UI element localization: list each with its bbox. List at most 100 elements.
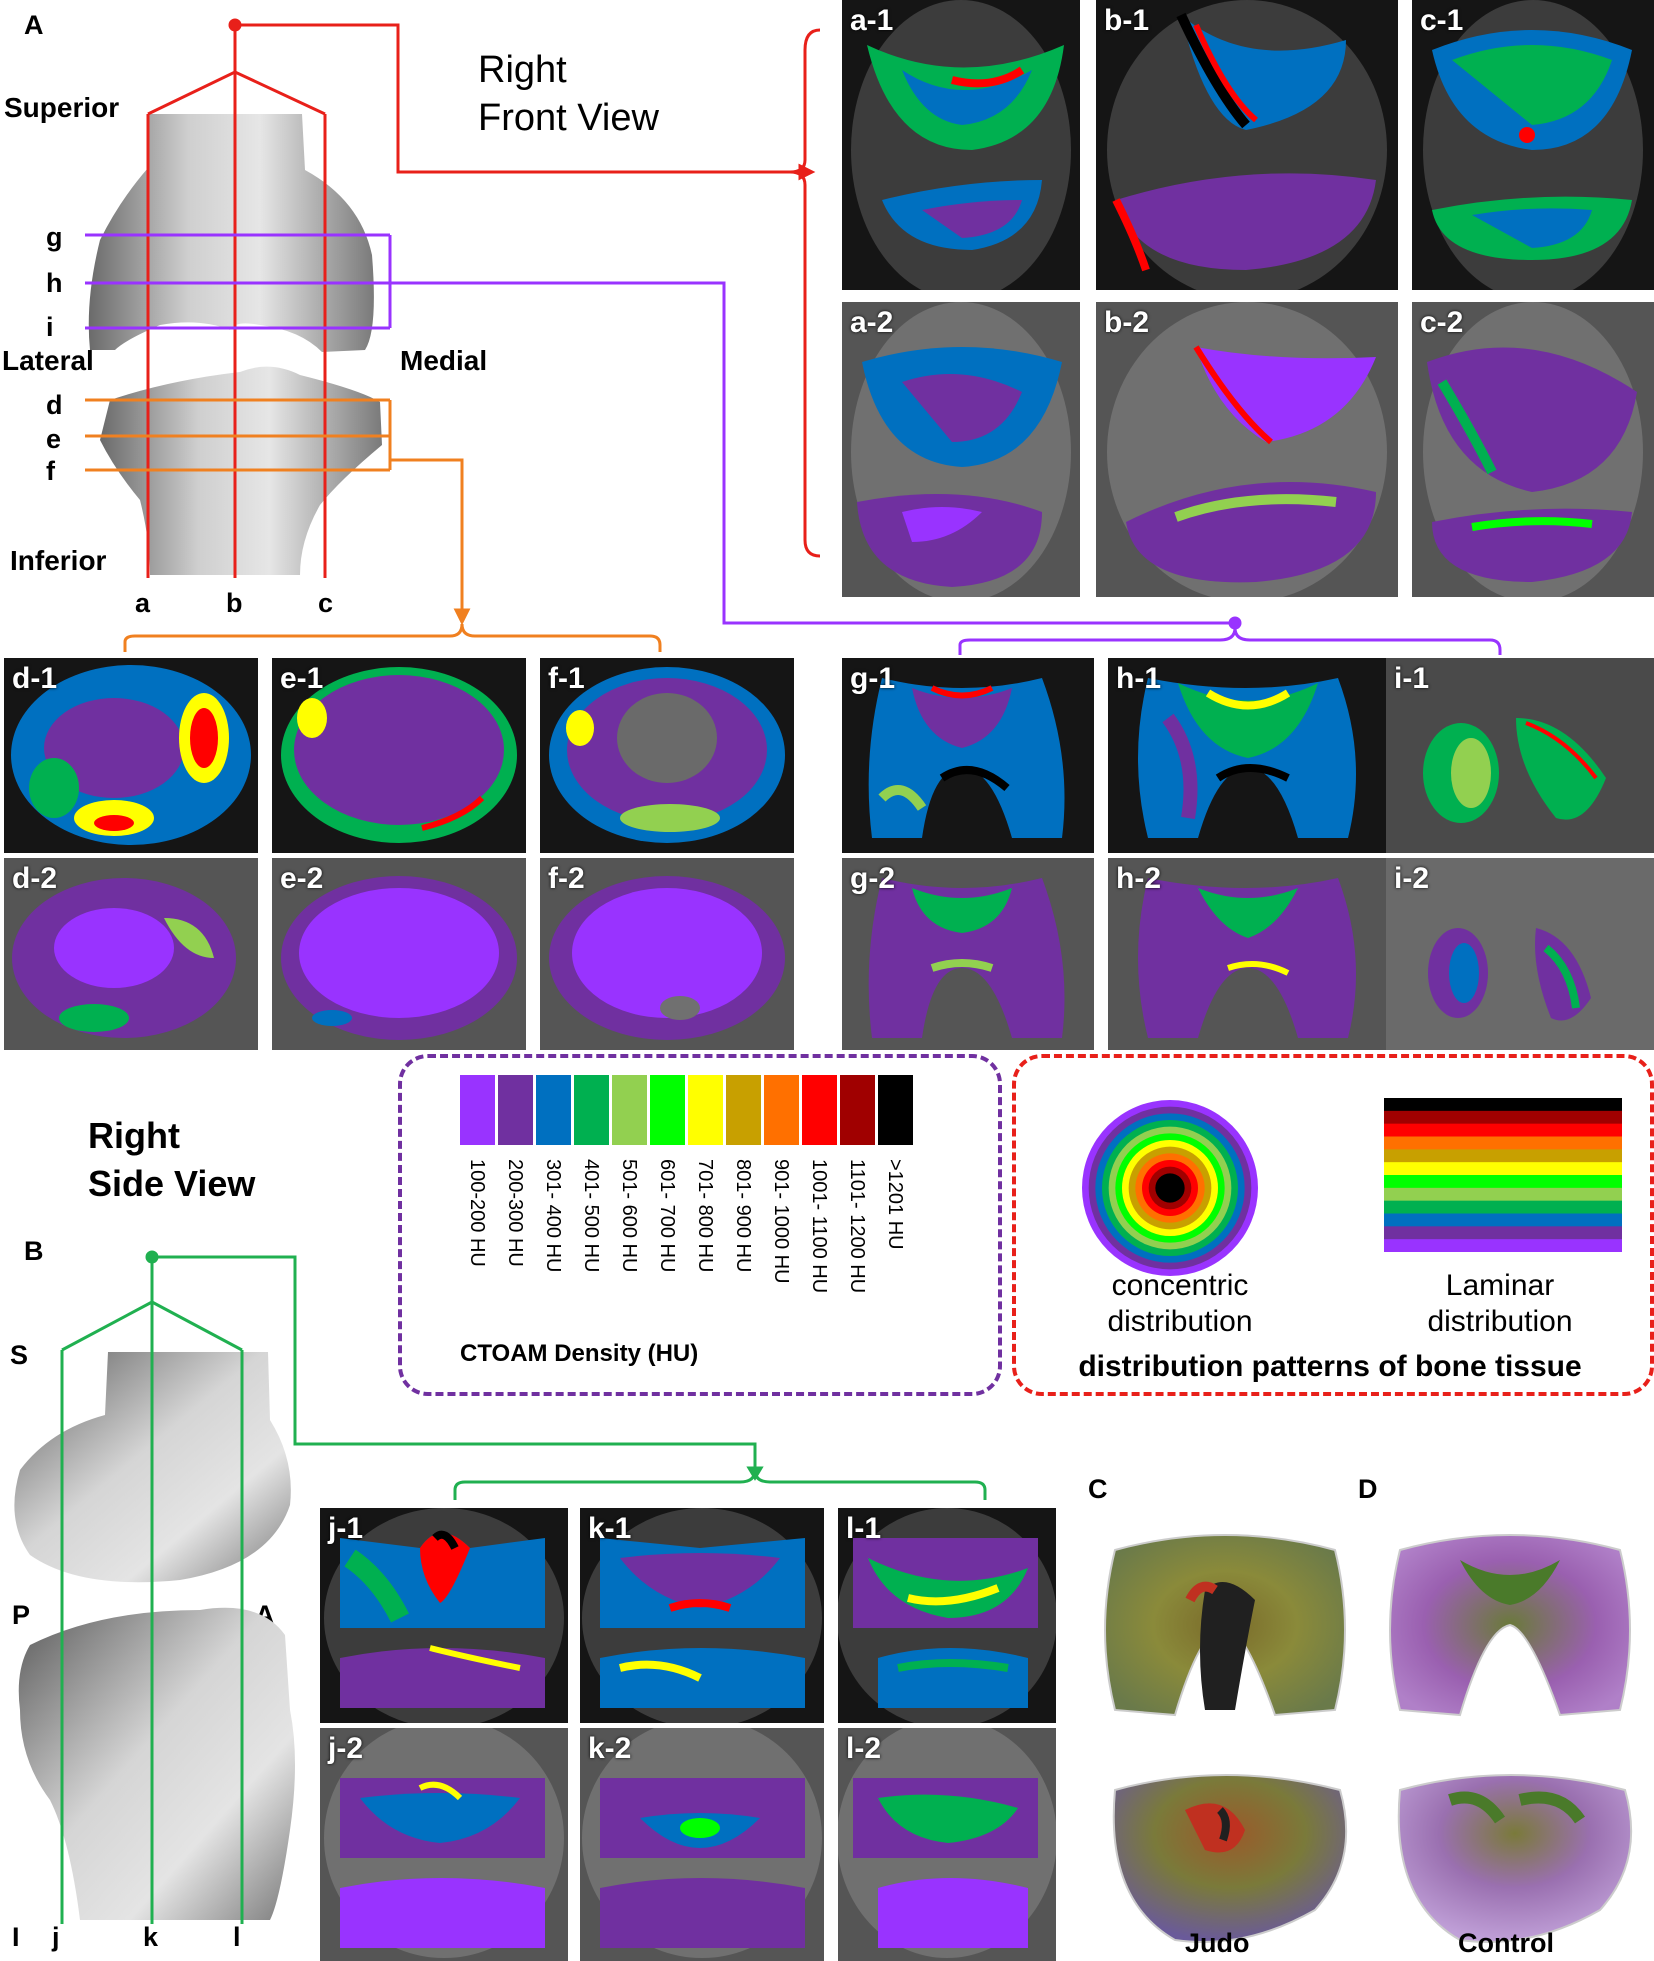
row-label-e: e [46, 424, 62, 454]
panel-label: h-1 [1116, 662, 1161, 695]
ct-panel-d2: d-2 [4, 858, 258, 1050]
ct-panel-f2: f-2 [540, 858, 794, 1050]
ct-panel-g2: g-2 [842, 858, 1094, 1050]
panel-label: g-1 [850, 662, 895, 695]
ct-panel-j2: j-2 [320, 1728, 568, 1961]
judo-3d-femur-rendering [1104, 1534, 1346, 1717]
ct-panel-c2: c-2 [1412, 302, 1654, 597]
laminar-stripe [1384, 1136, 1622, 1150]
ct-panel-i2: i-2 [1386, 858, 1654, 1050]
legend-swatch [878, 1075, 913, 1145]
label-s: S [10, 1340, 29, 1370]
panel-label: e-1 [280, 662, 324, 695]
label-superior: Superior [4, 92, 120, 123]
laminar-stripe [1384, 1175, 1622, 1189]
row-label-f: f [46, 456, 55, 486]
row-label-h: h [46, 268, 63, 298]
legend-swatch [498, 1075, 533, 1145]
panel-label: k-2 [588, 1732, 632, 1765]
row-label-d: d [46, 390, 63, 420]
ct-panel-a2: a-2 [842, 302, 1080, 597]
laminar-stripe [1384, 1098, 1622, 1112]
ct-panel-k2: k-2 [580, 1728, 824, 1961]
col-label-a: a [135, 588, 151, 618]
panel-label: d-2 [12, 862, 57, 895]
ct-panel-l1: l-1 [838, 1508, 1056, 1723]
control-3d-femur-rendering [1389, 1534, 1631, 1717]
ct-panel-f1: f-1 [540, 658, 794, 853]
ct-panel-g1: g-1 [842, 658, 1094, 853]
density-legend-title: CTOAM Density (HU) [460, 1340, 699, 1367]
col-label-c: c [318, 588, 334, 618]
legend-swatch [612, 1075, 647, 1145]
col-label-l: l [233, 1922, 241, 1952]
panel-c-letter: C [1088, 1474, 1108, 1504]
label-i: I [12, 1922, 20, 1952]
concentric-distribution-label: concentric distribution [1107, 1269, 1253, 1338]
distribution-patterns-title: distribution patterns of bone tissue [1078, 1350, 1582, 1383]
ct-panel-d1: d-1 [4, 658, 258, 853]
legend-swatch [650, 1075, 685, 1145]
judo-3d-tibia-rendering [1112, 1774, 1348, 1943]
laminar-stripe [1384, 1162, 1622, 1176]
ct-panel-b2: b-2 [1096, 302, 1398, 597]
panel-label: c-1 [1420, 4, 1464, 37]
ct-panel-l2: l-2 [838, 1728, 1056, 1961]
panel-label: g-2 [850, 862, 895, 895]
panel-label: l-1 [846, 1512, 882, 1545]
ct-panel-e2: e-2 [272, 858, 526, 1050]
legend-swatch [764, 1075, 799, 1145]
legend-swatch [726, 1075, 761, 1145]
front-view-title: Right Front View [478, 49, 659, 139]
control-3d-tibia-rendering [1397, 1774, 1633, 1943]
ct-panel-h1: h-1 [1108, 658, 1386, 853]
legend-swatch [574, 1075, 609, 1145]
laminar-stripe [1384, 1213, 1622, 1227]
panel-label: i-1 [1394, 662, 1430, 695]
panel-label: d-1 [12, 662, 57, 695]
legend-swatch [802, 1075, 837, 1145]
panel-label: f-1 [548, 662, 585, 695]
panel-label: a-2 [850, 306, 894, 339]
density-legend [398, 1054, 1002, 1396]
panel-label: e-2 [280, 862, 324, 895]
laminar-stripe [1384, 1239, 1622, 1252]
ct-panel-j1: j-1 [320, 1508, 568, 1723]
panel-label: k-1 [588, 1512, 632, 1545]
laminar-stripe [1384, 1200, 1622, 1214]
concentric-ring [1155, 1173, 1185, 1203]
laminar-stripe [1384, 1123, 1622, 1137]
panel-label: b-2 [1104, 306, 1149, 339]
panel-label: c-2 [1420, 306, 1464, 339]
row-label-g: g [46, 222, 63, 252]
row-label-i: i [46, 312, 54, 342]
label-medial: Medial [400, 345, 488, 376]
panel-label: j-1 [328, 1512, 364, 1545]
legend-swatch [536, 1075, 571, 1145]
laminar-stripe [1384, 1226, 1622, 1240]
legend-swatch [840, 1075, 875, 1145]
legend-swatch [688, 1075, 723, 1145]
panel-label: j-2 [328, 1732, 364, 1765]
distribution-patterns-box [1012, 1054, 1654, 1396]
label-p: P [12, 1600, 31, 1630]
control-caption: Control [1458, 1928, 1554, 1958]
panel-label: l-2 [846, 1732, 882, 1765]
ct-panel-h2: h-2 [1108, 858, 1386, 1050]
laminar-stripe [1384, 1187, 1622, 1202]
ct-panel-k1: k-1 [580, 1508, 824, 1723]
panel-d-letter: D [1358, 1474, 1378, 1504]
label-lateral: Lateral [2, 345, 94, 376]
panel-label: a-1 [850, 4, 894, 37]
label-inferior: Inferior [10, 545, 107, 576]
laminar-stripe [1384, 1149, 1622, 1163]
laminar-distribution-icon [1384, 1098, 1622, 1252]
ct-panel-b1: b-1 [1096, 0, 1398, 290]
side-view-title: Right Side View [88, 1115, 256, 1204]
col-label-j: j [52, 1922, 60, 1952]
laminar-stripe [1384, 1110, 1622, 1125]
ct-panel-e1: e-1 [272, 658, 526, 853]
col-label-k: k [143, 1922, 159, 1952]
panel-label: h-2 [1116, 862, 1161, 895]
